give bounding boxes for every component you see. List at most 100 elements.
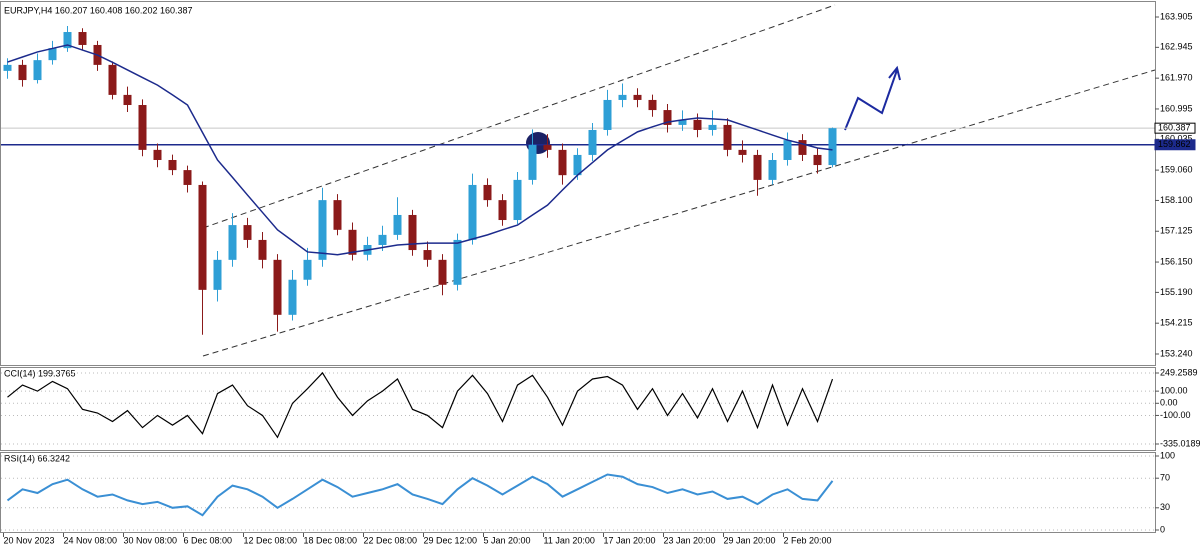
y-tick-label: 100.00 xyxy=(1160,386,1188,396)
rsi-title: RSI(14) 66.3242 xyxy=(4,453,70,463)
candle-body xyxy=(663,110,672,125)
y-tick-label: 0.00 xyxy=(1160,398,1178,408)
candle-body xyxy=(543,144,552,150)
candle-body xyxy=(153,149,162,160)
y-tick-label: 159.060 xyxy=(1160,164,1193,174)
candle-body xyxy=(783,140,792,160)
candle-body xyxy=(798,140,807,155)
main-title: EURJPY,H4 160.207 160.408 160.202 160.38… xyxy=(4,5,193,15)
candle-body xyxy=(573,154,582,176)
candle-body xyxy=(318,200,327,260)
candle-body xyxy=(333,200,342,230)
y-tick-label: 158.100 xyxy=(1160,195,1193,205)
candle-body xyxy=(183,170,192,185)
candle-body xyxy=(303,259,312,280)
y-tick-label: 249.2589 xyxy=(1160,367,1198,377)
y-tick-label: 156.150 xyxy=(1160,256,1193,266)
candle-body xyxy=(348,229,357,255)
x-tick-label: 12 Dec 08:00 xyxy=(244,535,298,545)
candle-body xyxy=(753,154,762,180)
y-tick-label: -100.00 xyxy=(1160,410,1191,420)
rsi-panel-frame xyxy=(0,452,1156,533)
candle-body xyxy=(123,94,132,106)
price-label-box xyxy=(1154,139,1196,151)
y-tick-label: -335.0189 xyxy=(1160,438,1200,448)
candle-body xyxy=(468,184,477,240)
moving-average xyxy=(7,44,833,256)
candle-body xyxy=(423,250,432,260)
x-tick-label: 29 Jan 20:00 xyxy=(724,535,776,545)
candle-body xyxy=(378,234,387,245)
candle-body xyxy=(603,99,612,130)
candle-body xyxy=(18,64,27,81)
candle-body xyxy=(258,239,267,260)
candle-body xyxy=(198,184,207,290)
y-tick-label: 153.240 xyxy=(1160,348,1193,358)
candle-body xyxy=(393,214,402,235)
cci-panel-frame xyxy=(0,367,1156,451)
y-tick-label: 160.035 xyxy=(1160,134,1193,144)
candle-body xyxy=(633,94,642,100)
y-tick-label: 163.905 xyxy=(1160,11,1193,21)
candle-body xyxy=(678,119,687,125)
candle-body xyxy=(498,200,507,221)
candle-body xyxy=(513,179,522,221)
x-tick-label: 23 Jan 20:00 xyxy=(664,535,716,545)
candle-body xyxy=(558,149,567,176)
hand-drawn-arrow xyxy=(844,65,901,131)
candle-body xyxy=(228,225,237,260)
x-tick-label: 20 Nov 2023 xyxy=(4,535,55,545)
price-label-box xyxy=(1154,122,1196,134)
candle-body xyxy=(438,259,447,285)
candle-body xyxy=(63,32,72,49)
candle-body xyxy=(738,149,747,155)
candle-body xyxy=(168,159,177,171)
candle-body xyxy=(813,154,822,166)
channel-upper xyxy=(202,4,836,229)
y-tick-label: 154.215 xyxy=(1160,318,1193,328)
x-tick-label: 29 Dec 12:00 xyxy=(424,535,478,545)
y-tick-label: 100 xyxy=(1160,450,1175,460)
x-tick-label: 30 Nov 08:00 xyxy=(124,535,178,545)
y-tick-label: 162.945 xyxy=(1160,42,1193,52)
y-tick-label: 0 xyxy=(1160,524,1165,534)
x-tick-label: 5 Jan 20:00 xyxy=(484,535,531,545)
candle-body xyxy=(528,144,537,180)
price-label: 159.862 xyxy=(1158,139,1191,149)
candle-body xyxy=(273,259,282,315)
x-tick-label: 18 Dec 08:00 xyxy=(304,535,358,545)
candle-body xyxy=(108,64,117,95)
price-label: 160.387 xyxy=(1158,123,1191,133)
y-tick-label: 155.190 xyxy=(1160,287,1193,297)
channel-lower xyxy=(202,69,1156,357)
candle-body xyxy=(483,184,492,201)
main-panel-frame xyxy=(0,1,1156,366)
candle-body xyxy=(828,128,837,166)
cci-title: CCI(14) 199.3765 xyxy=(4,368,76,378)
candle-body xyxy=(588,129,597,155)
y-tick-label: 70 xyxy=(1160,473,1170,483)
candle-body xyxy=(708,124,717,130)
y-tick-label: 161.970 xyxy=(1160,73,1193,83)
candle-body xyxy=(648,99,657,111)
candle-body xyxy=(723,124,732,150)
candle-body xyxy=(48,48,57,61)
x-tick-label: 24 Nov 08:00 xyxy=(64,535,118,545)
candle-body xyxy=(138,105,147,150)
x-tick-label: 6 Dec 08:00 xyxy=(184,535,233,545)
candle-body xyxy=(288,279,297,315)
candle-body xyxy=(3,64,12,71)
candle-body xyxy=(243,225,252,240)
candle-body xyxy=(213,259,222,290)
x-tick-label: 2 Feb 20:00 xyxy=(784,535,832,545)
candle-body xyxy=(408,214,417,251)
x-tick-label: 11 Jan 20:00 xyxy=(544,535,595,545)
y-tick-label: 157.125 xyxy=(1160,226,1193,236)
y-tick-label: 30 xyxy=(1160,502,1170,512)
indicator-line xyxy=(6,473,834,517)
candle-body xyxy=(618,94,627,100)
x-tick-label: 22 Dec 08:00 xyxy=(364,535,418,545)
candle-body xyxy=(768,159,777,180)
